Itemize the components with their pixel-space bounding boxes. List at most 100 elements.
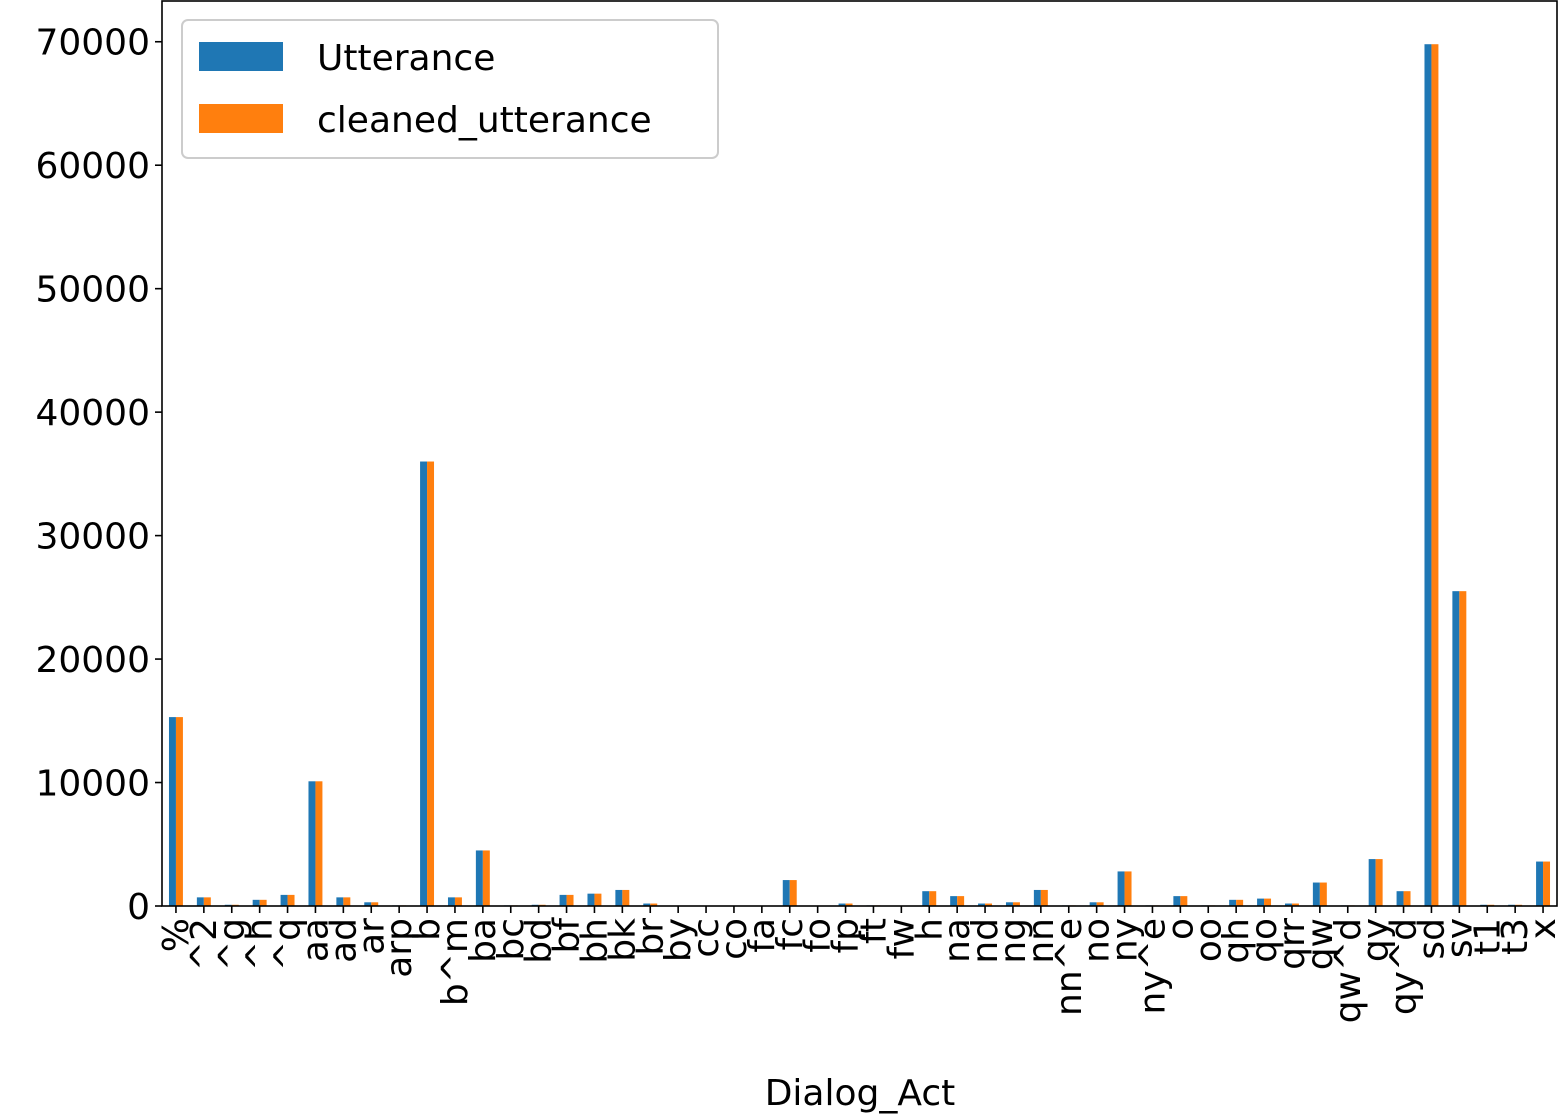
bar	[175, 717, 183, 906]
x-tick-label: ar	[351, 918, 392, 955]
x-tick-label: nd	[965, 918, 1006, 964]
bar	[1459, 591, 1467, 906]
bar	[1264, 898, 1272, 906]
bar	[1257, 898, 1265, 906]
bar	[420, 461, 428, 906]
x-tick-label: qy^d	[1384, 918, 1425, 1015]
bar	[315, 781, 323, 906]
plot-frame	[161, 0, 1558, 907]
bar	[1291, 903, 1299, 906]
x-tick-label: ng	[993, 918, 1034, 964]
bar	[1096, 902, 1104, 906]
bar	[1005, 902, 1013, 906]
x-tick-label: ^g	[212, 918, 253, 971]
x-tick-label: co	[714, 918, 755, 960]
bar	[1403, 891, 1411, 906]
bar	[1396, 891, 1404, 906]
bar	[196, 897, 204, 906]
x-tick-label: qy	[1356, 918, 1397, 962]
bar	[594, 893, 602, 906]
x-tick-label: qrr	[1272, 918, 1313, 970]
bar	[650, 903, 658, 906]
legend-box	[181, 19, 719, 159]
bar	[203, 897, 211, 906]
x-tick-label: fw	[881, 918, 922, 959]
x-tick-label: bc	[491, 918, 532, 961]
x-axis-label: Dialog_Act	[765, 1073, 956, 1114]
x-tick-label: b	[407, 918, 448, 941]
bar	[252, 899, 260, 906]
legend-swatch	[199, 42, 283, 71]
bar	[615, 889, 623, 906]
y-tick-label: 20000	[35, 640, 150, 681]
bar	[1543, 861, 1551, 906]
bar	[447, 897, 455, 906]
y-tick-label: 60000	[35, 146, 150, 187]
legend-label: Utterance	[317, 38, 495, 79]
x-tick-label: nn	[1021, 918, 1062, 964]
bar	[364, 902, 372, 906]
bar	[622, 889, 630, 906]
bar	[1236, 899, 1244, 906]
bar	[454, 897, 462, 906]
bar	[259, 899, 267, 906]
x-tick-label: t3	[1495, 918, 1536, 955]
bar	[978, 903, 986, 906]
bar	[482, 850, 490, 906]
y-tick-label: 50000	[35, 270, 150, 311]
bar	[1536, 861, 1544, 906]
bar	[838, 903, 846, 906]
bar	[1431, 44, 1439, 906]
x-tick-label: b^m	[435, 918, 476, 1006]
bar	[929, 891, 937, 906]
bar	[168, 717, 176, 906]
y-tick-label: 40000	[35, 393, 150, 434]
bar	[957, 896, 965, 906]
x-tick-label: fo	[798, 918, 839, 953]
legend-swatch	[199, 104, 283, 133]
x-tick-label: o	[1160, 918, 1201, 940]
x-tick-label: sd	[1411, 918, 1452, 960]
x-tick-label: bf	[547, 917, 588, 954]
bar	[1117, 871, 1125, 906]
bar	[427, 461, 435, 906]
x-tick-label: br	[630, 918, 671, 956]
x-tick-label: no	[1077, 918, 1118, 963]
x-tick-label: qw^d	[1328, 918, 1369, 1023]
x-tick-label: bk	[602, 918, 643, 962]
x-tick-label: fp	[826, 918, 867, 954]
x-tick-label: ad	[323, 918, 364, 963]
bar	[789, 880, 797, 906]
bar	[1180, 896, 1188, 906]
x-tick-label: qo	[1244, 918, 1285, 963]
bar	[1424, 44, 1432, 906]
bar	[1033, 889, 1041, 906]
x-tick-label: %	[156, 918, 197, 952]
x-tick-label: arp	[379, 918, 420, 978]
bar	[1124, 871, 1132, 906]
bar	[1012, 902, 1020, 906]
x-tick-label: h	[909, 918, 950, 941]
x-tick-label: aa	[295, 918, 336, 962]
bar	[336, 897, 344, 906]
y-tick-label: 10000	[35, 764, 150, 805]
bar	[587, 893, 595, 906]
bar	[643, 903, 651, 906]
bar	[1229, 899, 1237, 906]
bar	[566, 894, 574, 906]
x-tick-label: cc	[686, 918, 727, 958]
bar	[782, 880, 790, 906]
bar	[985, 903, 993, 906]
bar	[1319, 882, 1327, 906]
x-tick-label: sv	[1439, 918, 1480, 958]
bar	[1284, 903, 1292, 906]
x-tick-label: oo	[1188, 918, 1229, 962]
bar	[559, 894, 567, 906]
x-tick-label: t1	[1467, 918, 1508, 955]
x-tick-label: fa	[742, 918, 783, 953]
x-tick-label: qw	[1300, 918, 1341, 970]
bar	[1368, 859, 1376, 906]
bar	[1375, 859, 1383, 906]
bar	[371, 902, 379, 906]
